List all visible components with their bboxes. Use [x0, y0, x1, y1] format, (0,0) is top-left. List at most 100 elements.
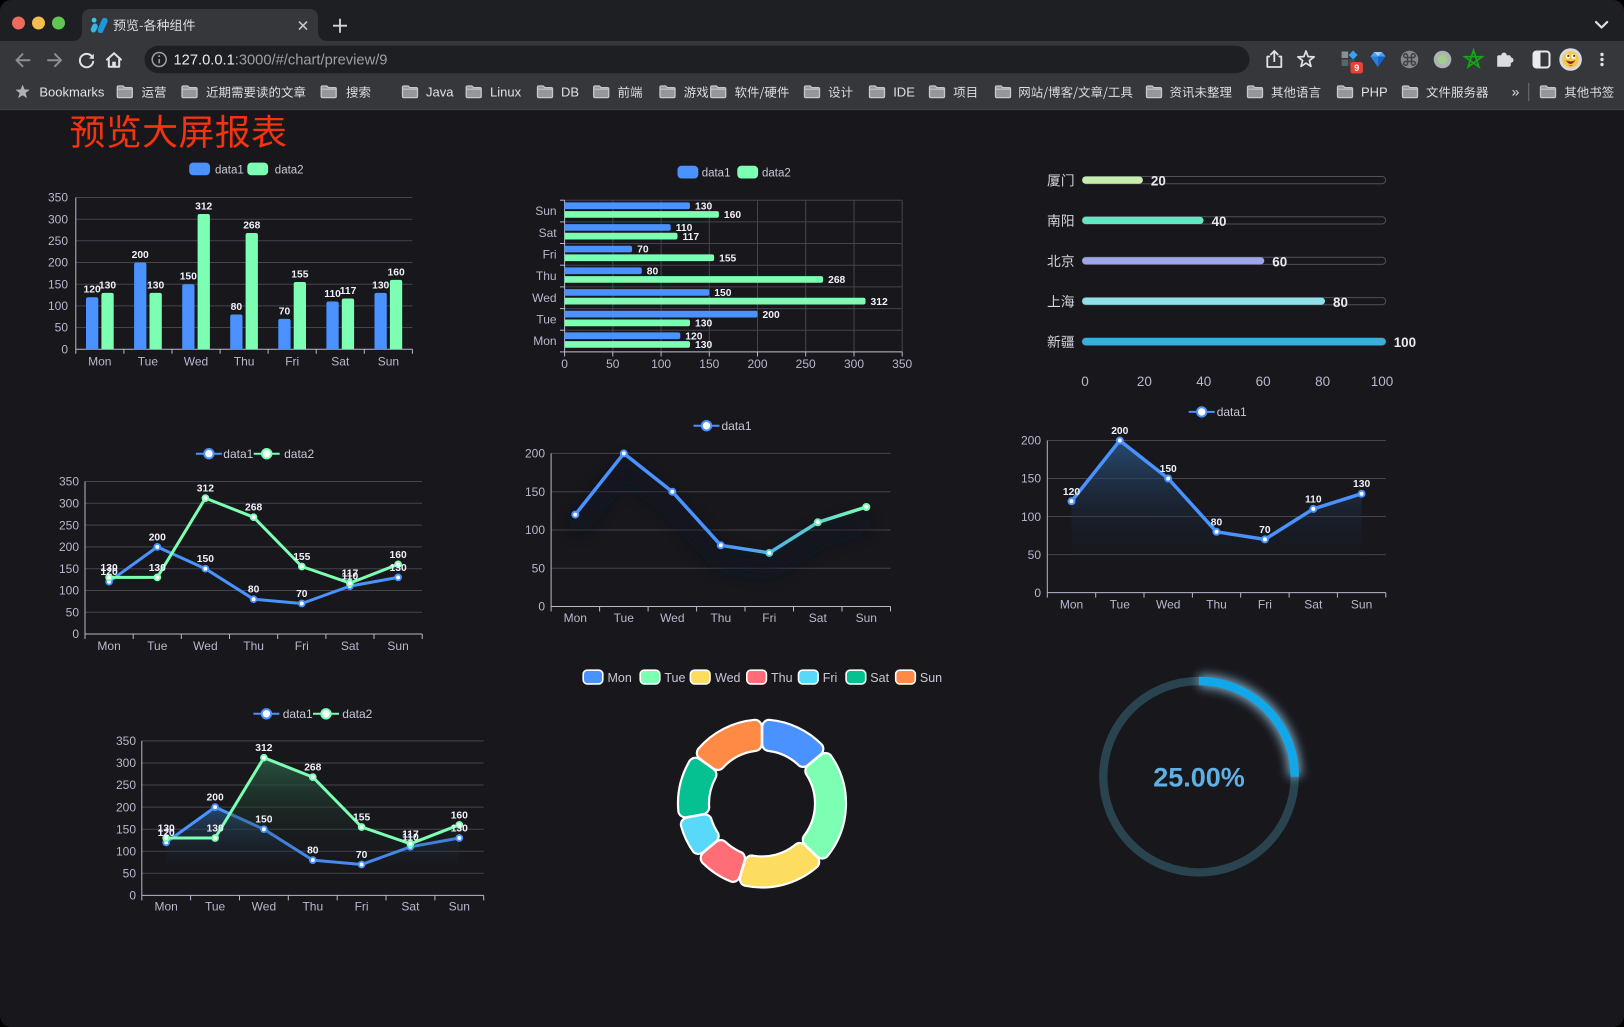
svg-text:300: 300 [59, 497, 79, 511]
svg-text:data2: data2 [284, 447, 314, 461]
svg-text:117: 117 [683, 232, 700, 243]
svg-text:160: 160 [451, 810, 468, 821]
svg-text:160: 160 [724, 210, 741, 221]
svg-text:data2: data2 [762, 168, 791, 180]
svg-text:350: 350 [48, 191, 68, 205]
svg-text:117: 117 [342, 569, 359, 580]
svg-text:Sun: Sun [920, 671, 942, 685]
svg-text:127.0.0.1:3000/#/chart/preview: 127.0.0.1:3000/#/chart/preview/9 [174, 52, 388, 68]
svg-text:40: 40 [1212, 214, 1227, 229]
svg-text:350: 350 [116, 734, 136, 748]
svg-text:70: 70 [279, 306, 291, 317]
svg-text:312: 312 [255, 743, 272, 754]
svg-text:250: 250 [48, 234, 68, 248]
svg-text:80: 80 [307, 846, 319, 857]
svg-text:130: 130 [695, 319, 712, 330]
svg-text:250: 250 [116, 778, 136, 792]
svg-text:155: 155 [719, 253, 736, 264]
svg-text:Sat: Sat [331, 354, 350, 368]
svg-text:150: 150 [255, 815, 272, 826]
svg-text:9: 9 [1354, 63, 1359, 73]
svg-text:Fri: Fri [355, 900, 369, 914]
svg-text:130: 130 [149, 563, 166, 574]
svg-text:60: 60 [1272, 254, 1287, 269]
svg-text:130: 130 [158, 824, 175, 835]
svg-text:Tue: Tue [205, 900, 226, 914]
svg-text:130: 130 [695, 201, 712, 212]
svg-text:»: » [1512, 84, 1520, 100]
svg-text:100: 100 [59, 584, 79, 598]
svg-text:200: 200 [763, 310, 780, 321]
svg-text:Thu: Thu [234, 354, 255, 368]
svg-text:data1: data1 [1217, 405, 1247, 419]
svg-text:70: 70 [296, 589, 308, 600]
svg-text:20: 20 [1137, 374, 1152, 389]
svg-text:312: 312 [197, 484, 214, 495]
svg-text:Linux: Linux [490, 85, 522, 100]
svg-text:0: 0 [1034, 586, 1041, 600]
svg-text:130: 130 [1353, 479, 1370, 490]
svg-text:Sat: Sat [401, 900, 420, 914]
svg-text:0: 0 [61, 342, 68, 356]
svg-text:0: 0 [1081, 374, 1089, 389]
svg-text:268: 268 [828, 275, 845, 286]
svg-text:268: 268 [243, 220, 260, 231]
svg-text:200: 200 [48, 256, 68, 270]
svg-text:Fri: Fri [762, 611, 776, 625]
svg-text:Mon: Mon [564, 611, 587, 625]
svg-text:IDE: IDE [893, 85, 915, 100]
svg-text:Sat: Sat [1304, 598, 1323, 612]
svg-text:50: 50 [1028, 548, 1042, 562]
svg-text:0: 0 [72, 627, 79, 641]
svg-text:100: 100 [1021, 510, 1041, 524]
svg-text:150: 150 [116, 822, 136, 836]
svg-text:Tue: Tue [614, 611, 635, 625]
svg-text:data1: data1 [283, 707, 313, 721]
svg-text:300: 300 [48, 212, 68, 226]
svg-text:Wed: Wed [532, 291, 556, 305]
svg-text:155: 155 [353, 813, 370, 824]
svg-text:Mon: Mon [97, 639, 120, 653]
svg-text:Thu: Thu [243, 639, 264, 653]
svg-text:Tue: Tue [664, 671, 685, 685]
svg-text:110: 110 [676, 223, 693, 234]
svg-text:300: 300 [116, 756, 136, 770]
svg-text:DB: DB [561, 85, 579, 100]
svg-text:130: 130 [390, 563, 407, 574]
svg-text:50: 50 [123, 867, 137, 881]
svg-text:Thu: Thu [302, 900, 323, 914]
svg-text:80: 80 [231, 302, 243, 313]
svg-text:160: 160 [390, 550, 407, 561]
svg-text:120: 120 [1063, 487, 1080, 498]
svg-text:Wed: Wed [184, 354, 208, 368]
svg-text:150: 150 [699, 357, 719, 371]
svg-text:Sat: Sat [870, 671, 889, 685]
svg-text:200: 200 [525, 447, 545, 461]
svg-text:Mon: Mon [155, 900, 178, 914]
svg-text:70: 70 [637, 245, 649, 256]
svg-text:data2: data2 [275, 164, 304, 176]
svg-text:160: 160 [388, 267, 405, 278]
svg-text:312: 312 [195, 201, 212, 212]
svg-text:100: 100 [48, 299, 68, 313]
svg-text:268: 268 [245, 503, 262, 514]
svg-text:117: 117 [402, 829, 419, 840]
svg-text:200: 200 [149, 532, 166, 543]
svg-text:350: 350 [892, 357, 912, 371]
svg-text:150: 150 [714, 288, 731, 299]
svg-text:0: 0 [561, 357, 568, 371]
svg-text:120: 120 [158, 828, 175, 839]
svg-text:80: 80 [647, 266, 659, 277]
svg-text:Sun: Sun [1351, 598, 1372, 612]
svg-text:250: 250 [796, 357, 816, 371]
svg-text:Tue: Tue [138, 354, 159, 368]
svg-text:50: 50 [66, 606, 80, 620]
svg-text:130: 130 [451, 824, 468, 835]
svg-text:130: 130 [147, 280, 164, 291]
svg-text:155: 155 [291, 269, 308, 280]
svg-text:150: 150 [59, 562, 79, 576]
svg-text:PHP: PHP [1361, 85, 1388, 100]
svg-text:0: 0 [129, 889, 136, 903]
svg-text:200: 200 [59, 540, 79, 554]
svg-text:150: 150 [197, 554, 214, 565]
